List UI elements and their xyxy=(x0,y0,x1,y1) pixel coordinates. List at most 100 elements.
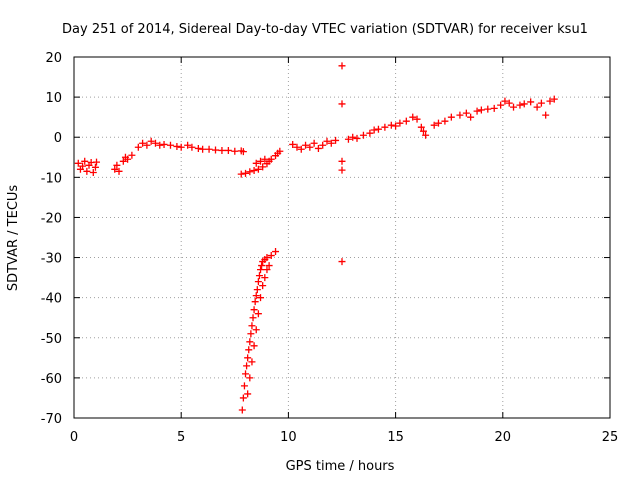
data-point xyxy=(319,141,327,149)
data-point xyxy=(456,111,464,119)
data-point xyxy=(83,167,91,175)
data-point xyxy=(194,144,202,152)
data-point xyxy=(81,157,89,165)
data-point xyxy=(473,107,481,115)
data-point xyxy=(254,165,262,173)
data-point xyxy=(338,166,346,174)
data-point xyxy=(245,346,253,354)
data-point xyxy=(258,262,266,270)
data-point xyxy=(402,117,410,125)
data-point xyxy=(119,157,127,165)
data-point xyxy=(252,292,260,300)
data-point xyxy=(254,310,262,318)
data-point xyxy=(252,326,260,334)
data-point xyxy=(243,362,251,370)
data-point xyxy=(359,131,367,139)
data-point xyxy=(327,139,335,147)
data-point xyxy=(177,143,185,151)
data-point xyxy=(276,147,284,155)
data-point xyxy=(238,406,246,414)
data-point xyxy=(128,151,136,159)
data-point xyxy=(166,141,174,149)
y-tick-label: -10 xyxy=(41,171,62,186)
data-point xyxy=(244,354,252,362)
data-point xyxy=(310,139,318,147)
y-tick-label: -70 xyxy=(41,412,62,427)
data-point xyxy=(510,103,518,111)
data-point xyxy=(188,143,196,151)
data-point xyxy=(252,159,260,167)
data-point xyxy=(267,155,275,163)
data-point xyxy=(224,146,232,154)
data-point xyxy=(246,338,254,346)
data-point xyxy=(546,97,554,105)
x-tick-label: 15 xyxy=(387,430,404,445)
data-point xyxy=(242,169,250,177)
data-point xyxy=(323,137,331,145)
data-point xyxy=(417,123,425,131)
data-point xyxy=(297,145,305,153)
x-tick-label: 20 xyxy=(495,430,512,445)
data-point xyxy=(240,382,248,390)
data-point xyxy=(413,115,421,123)
data-point xyxy=(251,298,259,306)
data-point xyxy=(113,161,121,169)
data-point xyxy=(501,97,509,105)
y-tick-label: 10 xyxy=(45,91,62,106)
data-point xyxy=(302,141,310,149)
data-point xyxy=(134,143,142,151)
data-point xyxy=(139,139,147,147)
data-point xyxy=(374,125,382,133)
data-point xyxy=(246,374,254,382)
data-point xyxy=(370,126,378,134)
y-tick-label: -30 xyxy=(41,252,62,267)
data-point xyxy=(199,145,207,153)
data-point xyxy=(314,144,322,152)
data-point xyxy=(173,142,181,150)
data-point xyxy=(332,136,340,144)
data-point xyxy=(272,248,280,256)
data-series xyxy=(74,62,558,414)
data-point xyxy=(115,167,123,175)
data-point xyxy=(542,111,550,119)
data-point xyxy=(484,105,492,113)
data-point xyxy=(387,121,395,129)
grid xyxy=(74,57,610,418)
data-point xyxy=(447,113,455,121)
data-point xyxy=(550,95,558,103)
data-point xyxy=(267,252,275,260)
data-point xyxy=(248,358,256,366)
data-point xyxy=(147,137,155,145)
data-point xyxy=(338,100,346,108)
data-point xyxy=(212,146,220,154)
data-point xyxy=(261,274,269,282)
data-point xyxy=(344,135,352,143)
data-point xyxy=(441,117,449,125)
data-point xyxy=(419,127,427,135)
data-point xyxy=(79,162,87,170)
y-tick-label: 0 xyxy=(54,131,62,146)
data-point xyxy=(255,272,263,280)
axis-ticks: 0 5 10 15 20 25 -70 -60 -50 -40 -30 -20 -10 0 10 20 xyxy=(41,51,619,445)
data-point xyxy=(111,165,119,173)
data-point xyxy=(520,100,528,108)
data-point xyxy=(392,122,400,130)
data-point xyxy=(263,254,271,262)
data-point xyxy=(205,145,213,153)
data-point xyxy=(242,370,250,378)
y-tick-label: -60 xyxy=(41,372,62,387)
data-point xyxy=(527,98,535,106)
data-point xyxy=(160,140,168,148)
x-tick-label: 25 xyxy=(602,430,619,445)
data-point xyxy=(353,134,361,142)
data-point xyxy=(533,103,541,111)
y-axis-label: SDTVAR / TECUs xyxy=(6,185,21,292)
data-point xyxy=(250,342,258,350)
data-point xyxy=(124,155,132,163)
data-point xyxy=(246,168,254,176)
data-point xyxy=(257,294,265,302)
x-tick-label: 5 xyxy=(177,430,185,445)
x-axis-label: GPS time / hours xyxy=(286,459,395,474)
x-tick-label: 10 xyxy=(280,430,297,445)
data-point xyxy=(250,306,258,314)
